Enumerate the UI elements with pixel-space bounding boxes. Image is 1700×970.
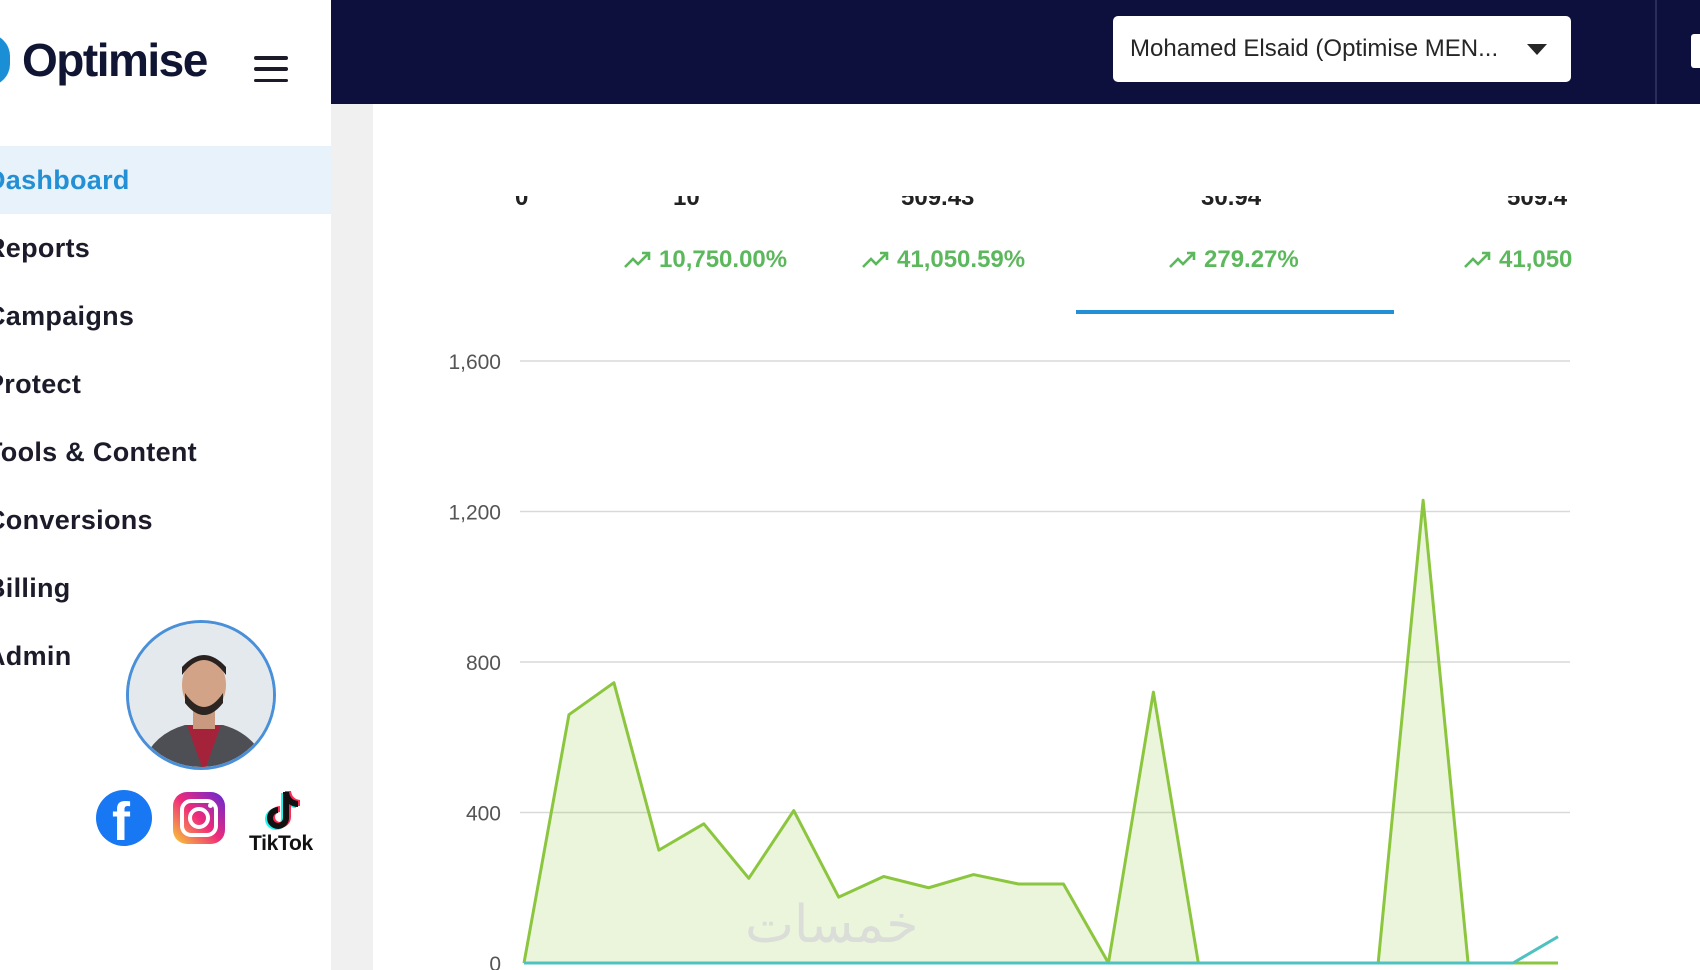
header-divider bbox=[1655, 0, 1657, 104]
kpi-change: 10,750.00% bbox=[623, 246, 787, 274]
sidebar-item-tools-content[interactable]: Tools & Content bbox=[0, 418, 331, 486]
y-tick-label: 400 bbox=[466, 803, 501, 826]
social-links: f TikTok bbox=[96, 790, 313, 856]
sidebar-item-protect[interactable]: Protect bbox=[0, 350, 331, 418]
sidebar-item-label: Reports bbox=[0, 232, 91, 263]
kpi-value: 0 bbox=[515, 196, 529, 211]
kpi-tile[interactable]: 10 10,750.00% bbox=[623, 196, 803, 316]
brand-logo-mark bbox=[0, 34, 10, 86]
sidebar-nav: Dashboard Reports Campaigns Protect Tool… bbox=[0, 146, 331, 690]
brand-name: Optimise bbox=[22, 34, 208, 86]
account-selector[interactable]: Mohamed Elsaid (Optimise MEN... bbox=[1113, 16, 1571, 82]
kpi-value: 509.4 bbox=[1507, 196, 1568, 211]
sidebar-item-label: Dashboard bbox=[0, 164, 130, 195]
tiktok-icon bbox=[264, 791, 300, 830]
sidebar-item-label: Protect bbox=[0, 368, 82, 399]
kpi-change: 279.27% bbox=[1168, 246, 1299, 274]
avatar-portrait bbox=[129, 623, 273, 767]
chevron-down-icon bbox=[1527, 44, 1547, 55]
account-selector-value: Mohamed Elsaid (Optimise MEN... bbox=[1130, 35, 1499, 62]
sidebar-item-conversions[interactable]: Conversions bbox=[0, 486, 331, 554]
trend-up-icon bbox=[862, 251, 889, 268]
selected-kpi-indicator bbox=[1076, 310, 1394, 314]
kpi-value: 30.94 bbox=[1201, 196, 1262, 211]
kpi-tile[interactable]: 509.4 41,050 bbox=[1463, 196, 1658, 316]
sidebar-item-dashboard[interactable]: Dashboard bbox=[0, 146, 331, 214]
kpi-value: 509.43 bbox=[901, 196, 975, 211]
instagram-icon[interactable] bbox=[173, 792, 225, 844]
sidebar-item-campaigns[interactable]: Campaigns bbox=[0, 282, 331, 350]
y-tick-label: 1,200 bbox=[448, 502, 501, 525]
trend-chart: 0 400 800 1,200 1,600 bbox=[373, 300, 1653, 970]
sidebar-item-label: Admin bbox=[0, 640, 72, 671]
top-header: Mohamed Elsaid (Optimise MEN... bbox=[331, 0, 1700, 104]
y-tick-label: 800 bbox=[466, 652, 501, 675]
kpi-tile[interactable]: 509.43 41,050.59% bbox=[861, 196, 1061, 316]
sidebar: Optimise Dashboard Reports Campaigns Pro… bbox=[0, 0, 331, 970]
series-line bbox=[524, 935, 1559, 965]
sidebar-item-label: Campaigns bbox=[0, 300, 135, 331]
y-tick-label: 0 bbox=[489, 953, 501, 970]
series-line bbox=[522, 498, 1558, 965]
sidebar-item-label: Billing bbox=[0, 572, 71, 603]
avatar bbox=[126, 620, 276, 770]
sidebar-item-label: Conversions bbox=[0, 504, 153, 535]
chat-icon[interactable] bbox=[1691, 34, 1700, 68]
facebook-icon[interactable]: f bbox=[96, 790, 152, 852]
y-tick-label: 1,600 bbox=[448, 351, 501, 374]
kpi-tile-selected[interactable]: 30.94 279.27% bbox=[1168, 196, 1368, 316]
sidebar-item-reports[interactable]: Reports bbox=[0, 214, 331, 282]
watermark: خمسات bbox=[745, 895, 919, 955]
tiktok-label: TikTok bbox=[249, 832, 313, 855]
kpi-value: 10 bbox=[673, 196, 700, 211]
menu-toggle-icon[interactable] bbox=[254, 56, 288, 82]
kpi-change: 41,050.59% bbox=[861, 246, 1025, 274]
trend-up-icon bbox=[624, 251, 651, 268]
sidebar-item-label: Tools & Content bbox=[0, 436, 197, 467]
content-gutter bbox=[331, 104, 373, 970]
dashboard-card: 0 10 10,750.00% 509.43 41,050.59% 30.94 … bbox=[373, 104, 1700, 970]
sidebar-item-admin[interactable]: Admin bbox=[0, 622, 331, 690]
kpi-change: 41,050 bbox=[1463, 246, 1572, 274]
trend-up-icon bbox=[1464, 251, 1491, 268]
chart-svg: 0 400 800 1,200 1,600 bbox=[448, 351, 1570, 970]
trend-up-icon bbox=[1169, 251, 1196, 268]
sidebar-item-billing[interactable]: Billing bbox=[0, 554, 331, 622]
tiktok-link[interactable]: TikTok bbox=[249, 790, 313, 856]
series-area bbox=[524, 500, 1558, 963]
brand-logo[interactable]: Optimise bbox=[0, 30, 208, 90]
